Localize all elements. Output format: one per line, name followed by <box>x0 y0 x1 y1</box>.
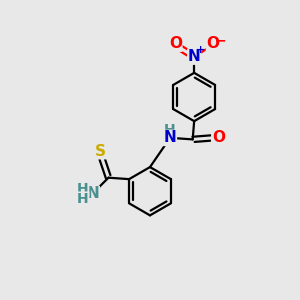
Text: +: + <box>195 45 205 55</box>
Text: H: H <box>77 182 89 196</box>
Text: O: O <box>212 130 225 146</box>
Text: N: N <box>164 130 176 146</box>
Text: −: − <box>215 33 226 47</box>
Text: H: H <box>77 192 89 206</box>
Text: H: H <box>164 123 176 137</box>
Text: N: N <box>86 186 99 201</box>
Text: N: N <box>188 49 200 64</box>
Text: O: O <box>206 36 220 51</box>
Text: S: S <box>95 144 106 159</box>
Text: O: O <box>169 36 182 51</box>
